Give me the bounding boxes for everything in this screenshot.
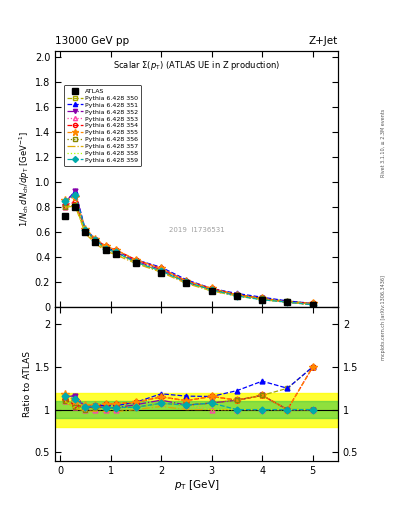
Legend: ATLAS, Pythia 6.428 350, Pythia 6.428 351, Pythia 6.428 352, Pythia 6.428 353, P: ATLAS, Pythia 6.428 350, Pythia 6.428 35… — [64, 85, 141, 166]
Text: Scalar $\Sigma(p_\mathrm{T})$ (ATLAS UE in Z production): Scalar $\Sigma(p_\mathrm{T})$ (ATLAS UE … — [113, 59, 280, 72]
Bar — [55, 401, 338, 418]
Text: mcplots.cern.ch [arXiv:1306.3436]: mcplots.cern.ch [arXiv:1306.3436] — [381, 275, 386, 360]
Bar — [55, 393, 338, 426]
Text: 13000 GeV pp: 13000 GeV pp — [55, 36, 129, 46]
X-axis label: $p_\mathrm{T}$ [GeV]: $p_\mathrm{T}$ [GeV] — [174, 478, 219, 493]
Text: Rivet 3.1.10, ≥ 2.3M events: Rivet 3.1.10, ≥ 2.3M events — [381, 109, 386, 178]
Y-axis label: $1/N_\mathrm{ch}\,dN_\mathrm{ch}/dp_\mathrm{T}$ [GeV$^{-1}$]: $1/N_\mathrm{ch}\,dN_\mathrm{ch}/dp_\mat… — [18, 131, 32, 227]
Text: 2019  I1736531: 2019 I1736531 — [169, 227, 224, 233]
Y-axis label: Ratio to ATLAS: Ratio to ATLAS — [23, 351, 32, 417]
Text: Z+Jet: Z+Jet — [309, 36, 338, 46]
